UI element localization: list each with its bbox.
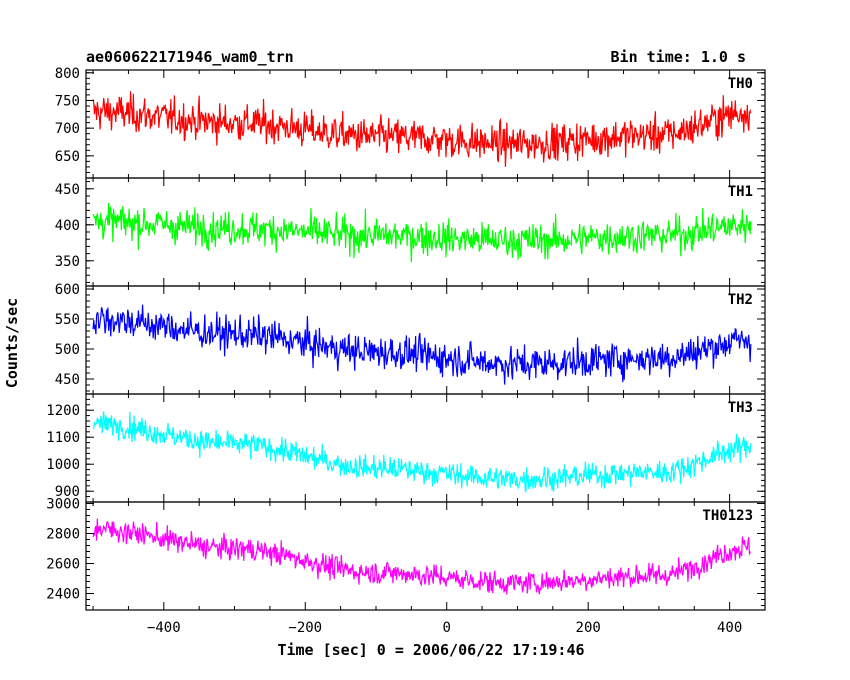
- y-tick-label: 350: [55, 254, 80, 270]
- panel-th1: 350 400 450 TH1: [55, 177, 766, 287]
- panel-label: TH0: [728, 76, 753, 92]
- panel-label: TH3: [728, 400, 753, 416]
- panel-th2: 450 500 550 600 TH2: [55, 282, 766, 395]
- y-tick-label: 750: [55, 93, 80, 109]
- panel-label: TH0123: [702, 508, 753, 524]
- y-tick-label: 700: [55, 121, 80, 137]
- y-tick-label: 800: [55, 66, 80, 82]
- y-tick-label: 450: [55, 372, 80, 388]
- x-axis-title: Time [sec] 0 = 2006/06/22 17:19:46: [277, 641, 584, 659]
- y-tick-label: 2600: [46, 557, 80, 573]
- series-line-th0: [92, 91, 752, 167]
- y-tick-label: 900: [55, 484, 80, 500]
- panel-th0123: 2400 2600 2800 3000 TH0123: [46, 497, 766, 611]
- panel-frame: [85, 501, 766, 611]
- y-tick-label: 1100: [46, 430, 80, 446]
- panel-label: TH2: [728, 292, 753, 308]
- y-tick-label: 650: [55, 149, 80, 165]
- y-tick-label: 1000: [46, 457, 80, 473]
- y-tick-label: 3000: [46, 497, 80, 513]
- panel-frame: [85, 393, 766, 503]
- y-tick-label: 450: [55, 182, 80, 198]
- panel-th0: 650 700 750 800 TH0: [55, 66, 766, 179]
- series-line-th1: [92, 203, 752, 263]
- x-tick-label: 200: [576, 620, 601, 636]
- series-line-th2: [92, 304, 752, 385]
- x-tick-label: −200: [288, 620, 322, 636]
- panel-label: TH1: [728, 184, 753, 200]
- y-tick-label: 600: [55, 282, 80, 298]
- panel-th3: 900 1000 1100 1200 TH3: [46, 393, 766, 503]
- y-tick-label: 1200: [46, 403, 80, 419]
- series-line-th0123: [92, 518, 751, 595]
- x-tick-label: 400: [717, 620, 742, 636]
- x-tick-label: 0: [443, 620, 451, 636]
- y-tick-label: 2800: [46, 527, 80, 543]
- x-tick-label: −400: [147, 620, 181, 636]
- y-tick-label: 500: [55, 342, 80, 358]
- panel-stack: 650 700 750 800 TH0 350 400 450 TH1 450 500 550 600 T…: [46, 66, 766, 636]
- observation-id: ae060622171946_wam0_trn: [86, 48, 294, 66]
- y-tick-label: 400: [55, 218, 80, 234]
- y-tick-label: 2400: [46, 587, 80, 603]
- series-line-th3: [92, 411, 752, 493]
- bin-time-label: Bin time: 1.0 s: [611, 48, 746, 66]
- y-axis-title: Counts/sec: [3, 298, 21, 388]
- y-tick-label: 550: [55, 312, 80, 328]
